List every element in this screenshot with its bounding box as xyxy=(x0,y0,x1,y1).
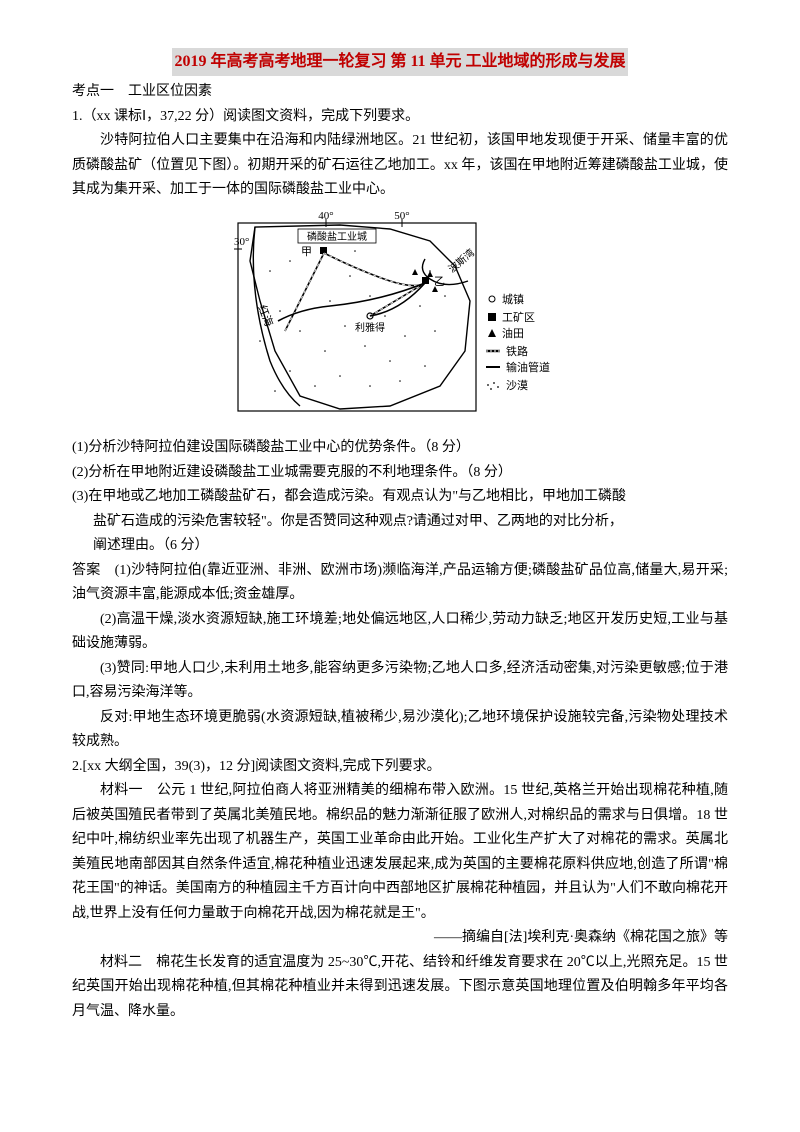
title-container: 2019 年高考高考地理一轮复习 第 11 单元 工业地域的形成与发展 xyxy=(72,48,728,76)
legend-oil: 油田 xyxy=(502,326,524,340)
q2-number-line: 2.[xx 大纲全国，39(3)，12 分]阅读图文资料,完成下列要求。 xyxy=(72,755,728,780)
q1-sub1: (1)分析沙特阿拉伯建设国际磷酸盐工业中心的优势条件。（8 分） xyxy=(72,436,728,461)
map-jia: 甲 xyxy=(301,246,312,258)
legend-desert: 沙漠 xyxy=(506,379,528,392)
q2-material2: 材料二 棉花生长发育的适宜温度为 25~30℃,开花、结铃和纤维发育要求在 20… xyxy=(72,951,728,1025)
q1-sub3b: 盐矿石造成的污染危害较轻"。你是否赞同这种观点?请通过对甲、乙两地的对比分析， xyxy=(72,510,728,535)
q1-paragraph-1: 沙特阿拉伯人口主要集中在沿海和内陆绿洲地区。21 世纪初，该国甲地发现便于开采、… xyxy=(72,129,728,203)
map-svg: 40° 50° 30° xyxy=(230,211,570,421)
q1-answer2: (2)高温干燥,淡水资源短缺,施工环境差;地处偏远地区,人口稀少,劳动力缺乏;地… xyxy=(72,608,728,657)
map-lon40: 40° xyxy=(318,211,333,222)
legend-rail: 铁路 xyxy=(506,345,528,358)
legend-pipe: 输油管道 xyxy=(506,360,550,374)
q1-answer1: 答案 (1)沙特阿拉伯(靠近亚洲、非洲、欧洲市场)濒临海洋,产品运输方便;磷酸盐… xyxy=(72,559,728,608)
legend-mine: 工矿区 xyxy=(502,311,535,324)
map-riyadh: 利雅得 xyxy=(355,321,385,334)
page-title: 2019 年高考高考地理一轮复习 第 11 单元 工业地域的形成与发展 xyxy=(172,48,627,76)
map-city-label: 磷酸盐工业城 xyxy=(307,230,367,243)
q2-attribution: ——摘编自[法]埃利克·奥森纳《棉花国之旅》等 xyxy=(72,926,728,951)
map-lat30: 30° xyxy=(234,236,249,248)
q2-material1: 材料一 公元 1 世纪,阿拉伯商人将亚洲精美的细棉布带入欧洲。15 世纪,英格兰… xyxy=(72,779,728,926)
q1-answer4: 反对:甲地生态环境更脆弱(水资源短缺,植被稀少,易沙漠化);乙地环境保护设施较完… xyxy=(72,706,728,755)
legend-town: 城镇 xyxy=(502,292,524,306)
q1-sub3a: (3)在甲地或乙地加工磷酸盐矿石，都会造成污染。有观点认为"与乙地相比，甲地加工… xyxy=(72,485,728,510)
q1-answer3: (3)赞同:甲地人口少,未利用土地多,能容纳更多污染物;乙地人口多,经济活动密集… xyxy=(72,657,728,706)
q1-number-line: 1.（xx 课标Ⅰ，37,22 分）阅读图文资料，完成下列要求。 xyxy=(72,105,728,130)
document-page: 2019 年高考高考地理一轮复习 第 11 单元 工业地域的形成与发展 考点一 … xyxy=(0,0,800,1064)
q1-sub2: (2)分析在甲地附近建设磷酸盐工业城需要克服的不利地理条件。（8 分） xyxy=(72,461,728,486)
q1-sub3c: 阐述理由。（6 分） xyxy=(72,534,728,559)
map-lon50: 50° xyxy=(394,211,409,222)
subheading-topic: 考点一 工业区位因素 xyxy=(72,80,728,105)
map-figure: 40° 50° 30° xyxy=(72,211,728,431)
map-yi: 乙 xyxy=(434,275,445,288)
